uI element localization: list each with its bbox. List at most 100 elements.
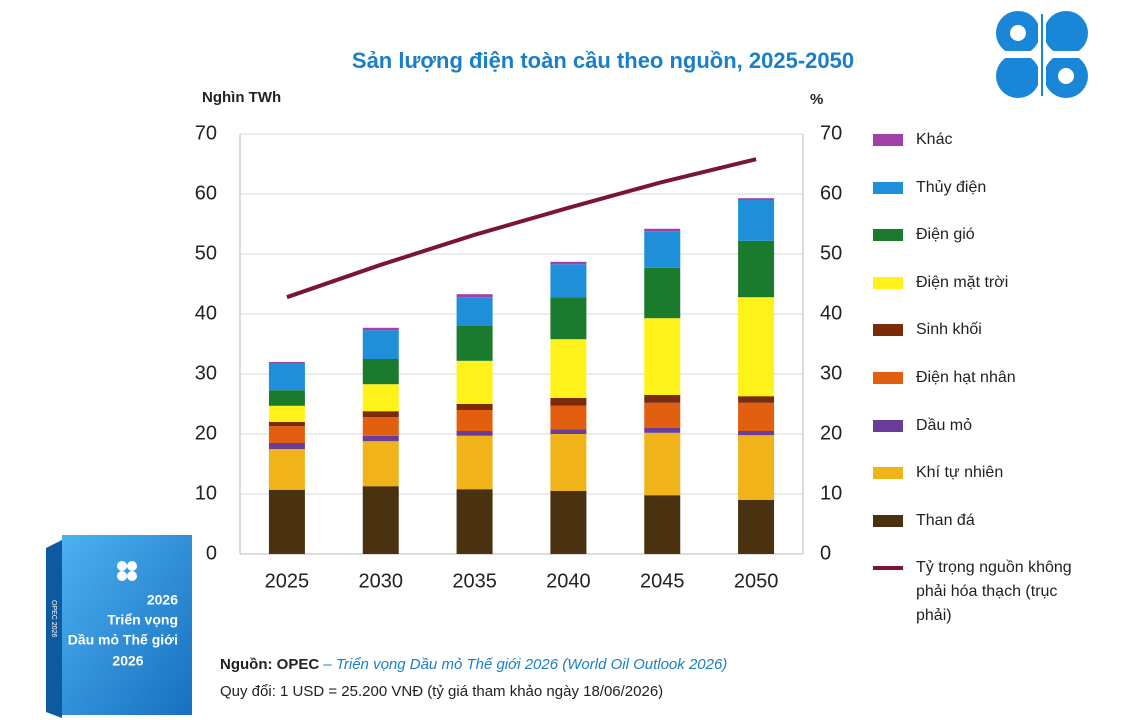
legend-swatch [873,181,903,194]
bar-segment [738,396,775,403]
y2-tick-label: 0 [820,542,831,564]
book-spine: OPEC 2026 [50,600,57,637]
bar-segment [738,435,775,500]
legend-label: Khí tự nhiên [916,464,1004,482]
legend-item: Điện mặt trời [873,271,1076,295]
bar-segment [362,441,399,487]
bar-segment [268,489,305,554]
bar-segment [268,443,305,449]
bar-segment [738,198,775,200]
bar-segment [456,431,493,436]
x-tick-label: 2040 [546,570,591,592]
legend-label: Thủy điện [916,178,987,196]
bar-segment [738,200,775,241]
bar-segment [738,297,775,397]
y2-axis-label: % [810,91,823,108]
y2-tick-label: 30 [820,362,842,384]
bar-segment [456,360,493,404]
bar-segment [268,426,305,443]
bar-segment [362,417,399,436]
bar-segment [644,231,681,268]
bar-segment [268,405,305,422]
bar-segment [644,428,681,433]
legend-swatch [873,566,903,571]
bar-segment [738,240,775,298]
bar-segment [362,486,399,554]
bar-segment [362,411,399,418]
legend-swatch [873,276,903,289]
bar-segment [456,404,493,410]
source-org: Nguồn: OPEC [220,656,320,673]
bar-segment [738,500,775,554]
y2-tick-label: 40 [820,302,842,324]
bar-segment [738,402,775,431]
bar-segment [362,327,399,331]
legend-item: Điện gió [873,223,1076,247]
legend-swatch [873,419,903,432]
book-year: 2026 [112,653,143,669]
bar-segment [456,489,493,554]
bar-segment [644,495,681,554]
line [286,157,757,300]
legend-swatch [873,467,903,480]
bar-segment [644,318,681,395]
bar-segment [456,410,493,431]
legend-swatch [873,514,903,527]
bar-segment [644,267,681,319]
book-title: Triển vọng [107,612,178,628]
bar-segment [456,294,493,298]
legend-item: Điện hạt nhân [873,366,1076,390]
note: Quy đổi: 1 USD = 25.200 VNĐ (tỷ giá tham… [220,683,664,700]
y2-tick-label: 10 [820,482,842,504]
chart-title: Sản lượng điện toàn cầu theo nguồn, 2025… [352,48,854,73]
legend-item: Dầu mỏ [873,414,1076,438]
legend-label: Điện mặt trời [916,273,1009,291]
y-tick-label: 0 [206,542,217,564]
legend-item: Than đá [873,509,1076,533]
legend-item: Tỷ trọng nguồn không phải hóa thạch (trụ… [873,556,1076,628]
bar-segment [268,363,305,391]
x-tick-label: 2025 [265,570,310,592]
y-tick-label: 40 [195,302,217,324]
bar-segment [550,261,587,265]
bar-segment [456,326,493,361]
bar-segment [738,431,775,436]
legend-item: Khí tự nhiên [873,461,1076,485]
y2-tick-label: 60 [820,182,842,204]
bar-segment [550,405,587,430]
legend-swatch [873,324,903,337]
bar-segment [268,390,305,406]
legend-label: Dầu mỏ [916,416,973,434]
bar-segment [362,330,399,359]
y-tick-label: 50 [195,242,217,264]
bar-segment [268,422,305,427]
bar-segment [550,429,587,434]
book-year: 2026 [147,592,178,608]
legend-label: Điện hạt nhân [916,369,1016,386]
book-title: Dầu mỏ Thế giới [68,632,178,648]
y2-tick-label: 20 [820,422,842,444]
bar-segment [550,264,587,298]
y-tick-label: 60 [195,182,217,204]
x-tick-label: 2035 [452,570,497,592]
legend-label: Than đá [916,511,975,529]
bar-segment [644,395,681,403]
x-tick-label: 2050 [734,570,779,592]
source: Nguồn: OPEC – Triển vọng Dầu mỏ Thế giới… [220,656,727,673]
legend-swatch [873,134,903,146]
y-axis-label: Nghìn TWh [202,89,281,106]
x-tick-label: 2045 [640,570,685,592]
y2-tick-label: 70 [820,122,842,144]
bar-segment [550,339,587,398]
bar-segment [644,432,681,496]
bar-segment [550,491,587,554]
grid [240,133,803,555]
bar-segment [268,449,305,490]
bar-segment [644,402,681,428]
legend-item: Sinh khối [873,318,1076,342]
bar-segment [550,398,587,406]
logo [995,10,1090,100]
bar-segment [456,297,493,326]
